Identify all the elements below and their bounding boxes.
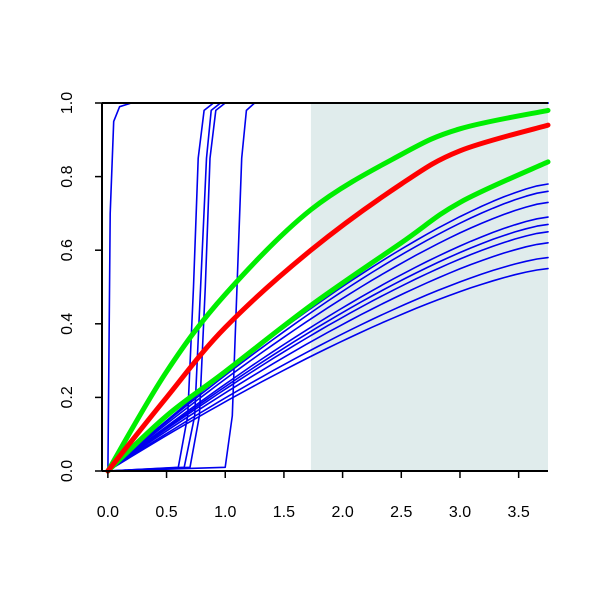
y-tick-label: 0.8 bbox=[59, 165, 76, 187]
plot-area bbox=[105, 102, 551, 474]
series-line-4 bbox=[107, 102, 549, 472]
series-line-11 bbox=[107, 216, 549, 472]
x-tick-label: 1.0 bbox=[214, 504, 236, 521]
axes: 0.0 0.5 1.0 1.5 2.0 2.5 3.0 3.5 0.0 0.2 0.4 0.6 0.8 1… bbox=[59, 92, 548, 521]
series-line-16 bbox=[107, 267, 549, 472]
y-tick-label: 0.6 bbox=[59, 239, 76, 261]
x-tick-label: 1.5 bbox=[273, 504, 295, 521]
series-line-10 bbox=[107, 201, 549, 472]
series-line-12 bbox=[107, 223, 549, 472]
series-line-9 bbox=[107, 190, 549, 472]
y-tick-label: 0.0 bbox=[59, 460, 76, 482]
series-line-6 bbox=[107, 102, 549, 472]
shaded-region bbox=[310, 103, 548, 471]
series-line-1 bbox=[105, 107, 551, 474]
y-tick-label: 0.4 bbox=[59, 313, 76, 335]
y-tick-label: 1.0 bbox=[59, 92, 76, 114]
series-line-14 bbox=[107, 242, 549, 472]
series-line-0 bbox=[105, 122, 551, 474]
series-line-13 bbox=[107, 231, 549, 472]
series-line-7 bbox=[107, 102, 549, 472]
x-tick-label: 2.0 bbox=[331, 504, 353, 521]
series-line-15 bbox=[107, 256, 549, 472]
x-tick-label: 3.5 bbox=[508, 504, 530, 521]
series-line-8 bbox=[107, 183, 549, 472]
y-tick-label: 0.2 bbox=[59, 386, 76, 408]
series-line-2 bbox=[105, 159, 551, 474]
x-tick-label: 2.5 bbox=[390, 504, 412, 521]
x-tick-label: 3.0 bbox=[449, 504, 471, 521]
x-tick-label: 0.5 bbox=[155, 504, 177, 521]
x-tick-label: 0.0 bbox=[97, 504, 119, 521]
series-line-5 bbox=[107, 102, 549, 472]
